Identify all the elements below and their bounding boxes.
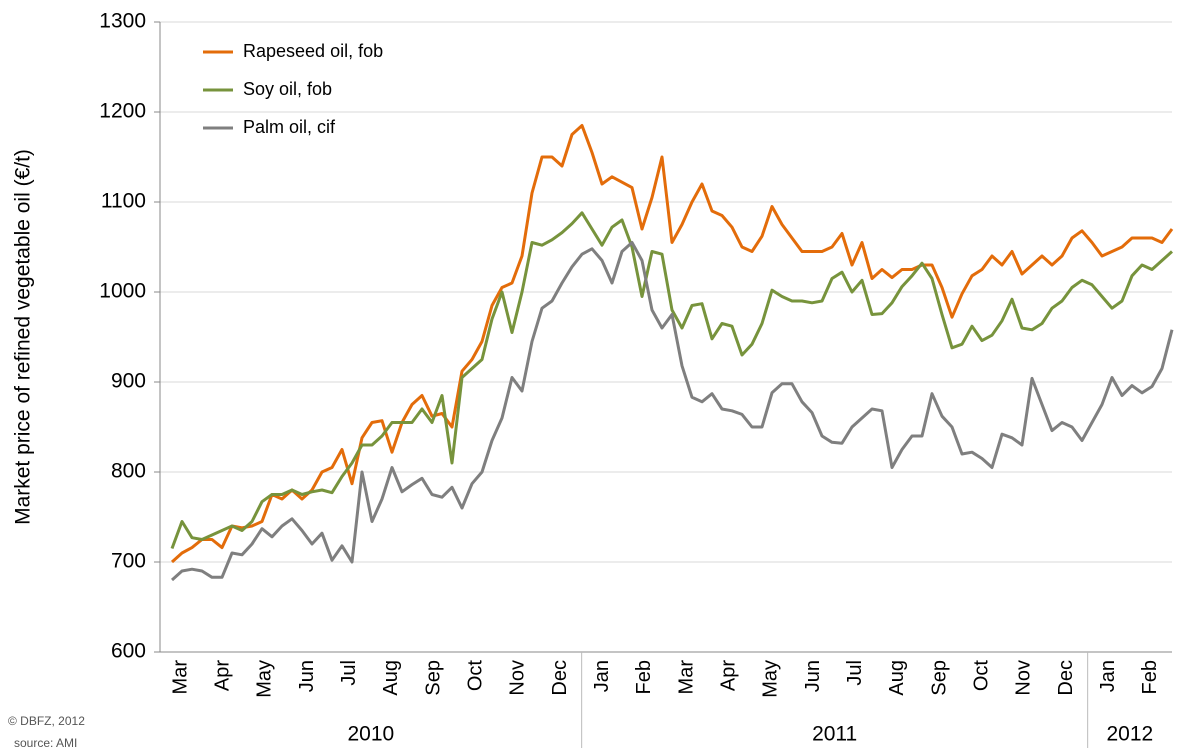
series-line <box>170 124 1174 564</box>
month-label: Jul <box>338 660 360 686</box>
y-tick-label: 700 <box>111 550 146 573</box>
legend-label: Soy oil, fob <box>243 79 332 99</box>
series-line <box>170 241 1174 582</box>
legend-label: Rapeseed oil, fob <box>243 41 383 61</box>
month-label: Jun <box>802 660 824 692</box>
month-label: Feb <box>633 660 655 694</box>
y-tick-label: 1300 <box>99 10 146 33</box>
month-label: Mar <box>169 660 191 695</box>
month-label: Sep <box>422 660 444 696</box>
y-tick-label: 1000 <box>99 280 146 303</box>
month-label: Jan <box>591 660 613 692</box>
year-label: 2011 <box>812 723 857 746</box>
month-label: Aug <box>380 660 402 696</box>
year-label: 2010 <box>347 723 394 746</box>
year-label: 2012 <box>1106 723 1153 746</box>
month-label: Nov <box>507 660 529 696</box>
y-tick-label: 1200 <box>99 100 146 123</box>
y-tick-label: 1100 <box>101 190 146 213</box>
month-label: Jan <box>1097 660 1119 692</box>
month-label: Dec <box>1055 660 1077 696</box>
y-tick-label: 900 <box>111 370 146 393</box>
source-note: source: AMI <box>14 736 77 750</box>
y-tick-label: 800 <box>111 460 146 483</box>
month-label: Jul <box>844 660 866 686</box>
month-label: Sep <box>928 660 950 696</box>
month-label: Oct <box>971 660 993 692</box>
month-label: May <box>760 660 782 698</box>
y-axis-label: Market price of refined vegetable oil (€… <box>12 149 35 525</box>
legend-label: Palm oil, cif <box>243 117 336 137</box>
month-label: Aug <box>886 660 908 696</box>
month-label: Jun <box>296 660 318 692</box>
series-line <box>170 211 1174 550</box>
month-label: Nov <box>1013 660 1035 696</box>
month-label: May <box>254 660 276 698</box>
month-label: Apr <box>718 660 740 691</box>
month-label: Dec <box>549 660 571 696</box>
month-label: Oct <box>465 660 487 692</box>
month-label: Feb <box>1139 660 1161 694</box>
y-tick-label: 600 <box>111 640 146 663</box>
month-label: Apr <box>212 660 234 691</box>
copyright-note: © DBFZ, 2012 <box>8 714 85 728</box>
month-label: Mar <box>675 660 697 695</box>
